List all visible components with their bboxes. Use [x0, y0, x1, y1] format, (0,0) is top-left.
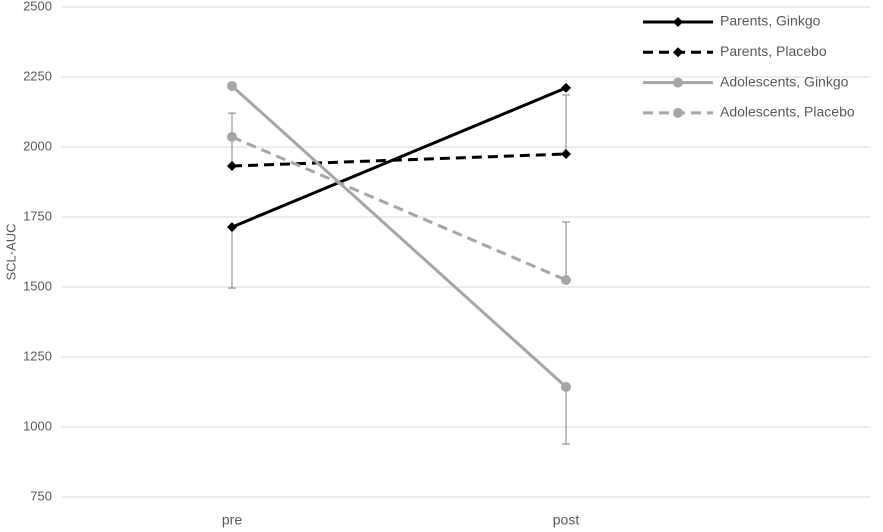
y-axis-label: SCL-AUC: [3, 223, 18, 280]
marker: [227, 80, 237, 91]
legend-marker: [673, 77, 683, 88]
y-tick-label: 2000: [23, 138, 52, 153]
legend-marker: [673, 17, 683, 27]
y-tick-label: 1500: [23, 278, 52, 293]
marker: [227, 131, 237, 142]
series-line: [231, 152, 567, 168]
marker: [561, 381, 571, 392]
marker: [227, 222, 237, 233]
legend-label: Adolescents, Ginkgo: [720, 73, 849, 89]
marker: [227, 161, 237, 172]
y-tick-label: 1750: [23, 208, 52, 223]
x-tick-label: pre: [222, 512, 242, 528]
y-tick-label: 750: [30, 488, 52, 503]
legend-label: Parents, Placebo: [720, 43, 827, 59]
legend-label: Parents, Ginkgo: [720, 13, 821, 29]
legend: Parents, Ginkgo Parents, Placebo Adolescen…: [643, 13, 855, 120]
series-line: [231, 135, 567, 282]
legend-marker: [673, 47, 683, 58]
y-tick-label: 2500: [23, 0, 52, 13]
marker: [561, 149, 571, 159]
legend-marker: [673, 107, 683, 118]
legend-label: Adolescents, Placebo: [720, 104, 855, 120]
marker: [561, 82, 571, 93]
y-tick-label: 1250: [23, 348, 52, 363]
x-tick-label: post: [553, 512, 580, 528]
series-line: [230, 84, 568, 389]
y-tick-label: 1000: [23, 418, 52, 433]
marker: [561, 275, 571, 285]
y-tick-label: 2250: [23, 68, 52, 83]
series-line: [231, 86, 567, 229]
